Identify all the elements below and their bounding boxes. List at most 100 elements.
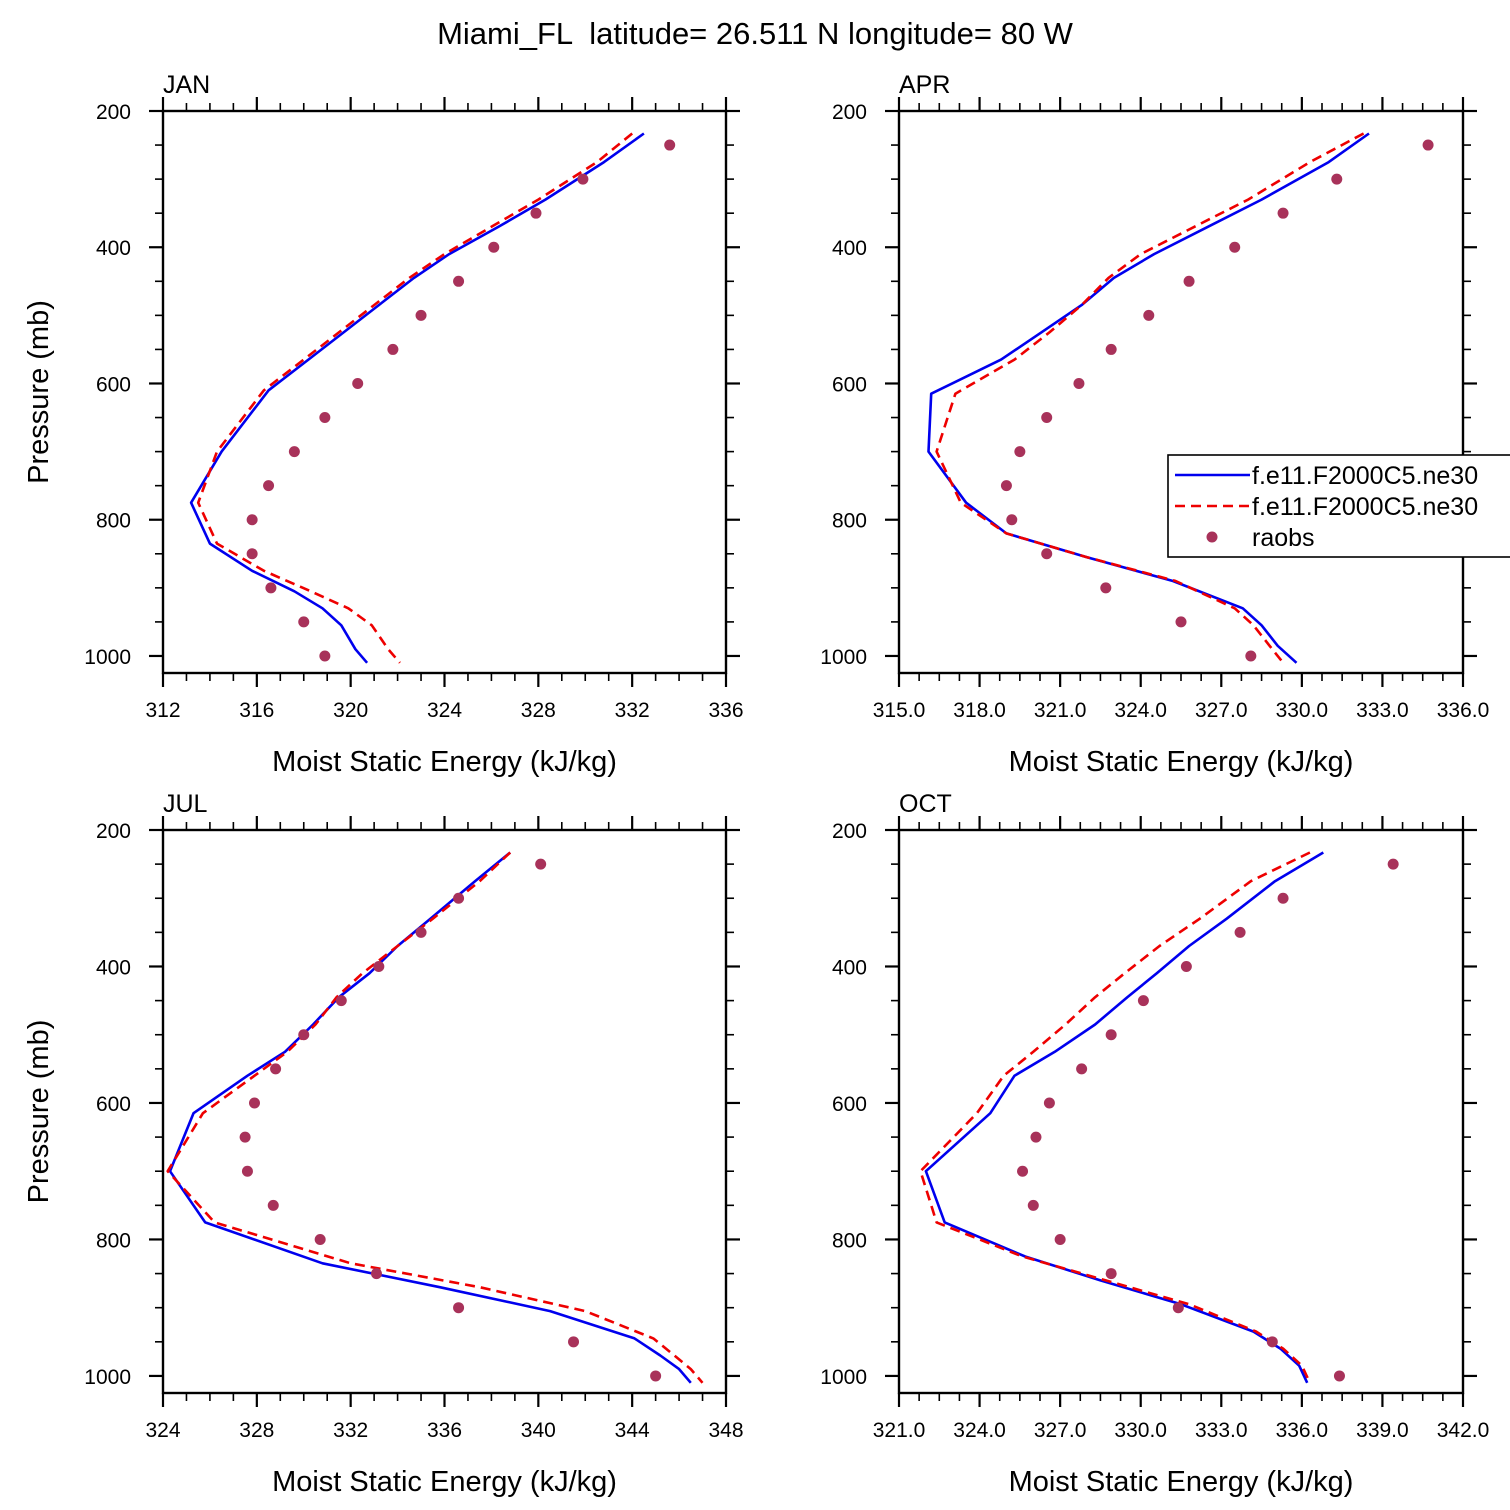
x-tick-label: 327.0 [1195,699,1248,722]
figure-title: Miami_FL latitude= 26.511 N longitude= 8… [437,16,1074,51]
raobs-point [370,1268,382,1280]
raobs-point [241,1165,253,1177]
panel-title: APR [899,71,950,99]
y-tick-label: 1000 [84,1366,131,1389]
panel-jul: JUL 324 328 332 336 340 344 348 200 400 600 800 1000… [23,790,744,1498]
x-axis-label: Moist Static Energy (kJ/kg) [272,1466,617,1498]
raobs-point [577,173,589,185]
x-tick-label: 321.0 [873,1419,926,1442]
x-tick-label: 315.0 [873,699,926,722]
x-tick-label: 332 [615,699,650,722]
raobs-point [1333,1370,1345,1382]
x-tick-label: 328 [239,1419,274,1442]
model-dashed-line [935,132,1365,664]
panel-title: JUL [163,790,208,818]
raobs-point [1422,139,1434,151]
model-solid-line [924,851,1324,1384]
legend-label: f.e11.F2000C5.ne30 [1252,493,1478,521]
panel-title: OCT [899,790,952,818]
x-axis-label: Moist Static Energy (kJ/kg) [1009,746,1354,778]
raobs-point [1172,1302,1184,1314]
raobs-point [664,139,676,151]
x-tick-label: 327.0 [1034,1419,1087,1442]
panel-jan: JAN 312 316 320 324 328 332 336 200 400 600 800 1000… [23,71,744,778]
raobs-point [1137,995,1149,1007]
raobs-point [453,275,465,287]
y-tick-label: 400 [832,237,867,260]
x-tick-label: 336 [708,699,743,722]
raobs-point [1277,892,1289,904]
raobs-point [650,1370,662,1382]
model-solid-line [927,132,1370,664]
x-tick-label: 324.0 [953,1419,1006,1442]
x-tick-label: 342.0 [1437,1419,1490,1442]
legend-label: raobs [1252,524,1315,552]
model-dashed-line [166,851,704,1384]
raobs-point [1331,173,1343,185]
raobs-point [314,1233,326,1245]
raobs-point [1014,446,1026,458]
raobs-point [1027,1199,1039,1211]
raobs-point [568,1336,580,1348]
raobs-point [298,616,310,628]
raobs-point [246,548,258,560]
y-tick-label: 200 [96,101,131,124]
x-tick-label: 348 [708,1419,743,1442]
y-tick-label: 1000 [820,1366,867,1389]
raobs-point [263,480,275,492]
x-tick-label: 312 [145,699,180,722]
x-tick-label: 333.0 [1195,1419,1248,1442]
x-axis-label: Moist Static Energy (kJ/kg) [1009,1466,1354,1498]
x-tick-label: 336 [427,1419,462,1442]
x-tick-label: 328 [521,699,556,722]
y-tick-label: 200 [96,820,131,843]
raobs-point [415,926,427,938]
raobs-point [530,207,542,219]
model-dashed-line [196,132,634,664]
x-tick-label: 324.0 [1114,699,1167,722]
raobs-point [1041,412,1053,424]
x-tick-label: 333.0 [1356,699,1409,722]
raobs-point [1180,960,1192,972]
legend-label: f.e11.F2000C5.ne30 [1252,462,1478,490]
raobs-point [1073,377,1085,389]
plot-frame [161,109,728,675]
y-tick-label: 800 [832,510,867,533]
y-tick-label: 800 [96,510,131,533]
y-tick-label: 400 [832,956,867,979]
panel-oct: OCT 321.0 324.0 327.0 330.0 333.0 336.0 339.0 34… [820,790,1489,1498]
model-dashed-line [919,851,1312,1384]
raobs-point [387,343,399,355]
model-solid-line [189,132,645,664]
raobs-point [335,995,347,1007]
model-solid-line [168,851,692,1384]
raobs-point [1030,1131,1042,1143]
x-tick-label: 332 [333,1419,368,1442]
raobs-point [415,309,427,321]
x-tick-label: 318.0 [953,699,1006,722]
raobs-point [1000,480,1012,492]
y-tick-label: 200 [832,820,867,843]
raobs-point [239,1131,251,1143]
x-tick-label: 336.0 [1437,699,1490,722]
raobs-point [267,1199,279,1211]
x-tick-label: 324 [427,699,462,722]
y-axis-label: Pressure (mb) [23,300,55,484]
y-tick-label: 200 [832,101,867,124]
x-tick-label: 344 [615,1419,650,1442]
plot-frame [897,109,1465,675]
x-tick-label: 340 [521,1419,556,1442]
raobs-point [1076,1063,1088,1075]
raobs-point [1043,1097,1055,1109]
x-tick-label: 316 [239,699,274,722]
raobs-point [1175,616,1187,628]
legend: f.e11.F2000C5.ne30 f.e11.F2000C5.ne30 raob… [1167,454,1510,558]
y-tick-label: 600 [832,373,867,396]
raobs-point [1266,1336,1278,1348]
raobs-point [1105,343,1117,355]
x-tick-label: 330.0 [1276,699,1329,722]
raobs-point [270,1063,282,1075]
raobs-point [1054,1233,1066,1245]
panel-apr: APR 315.0 318.0 321.0 324.0 327.0 330.0 333.0 33… [820,71,1489,778]
